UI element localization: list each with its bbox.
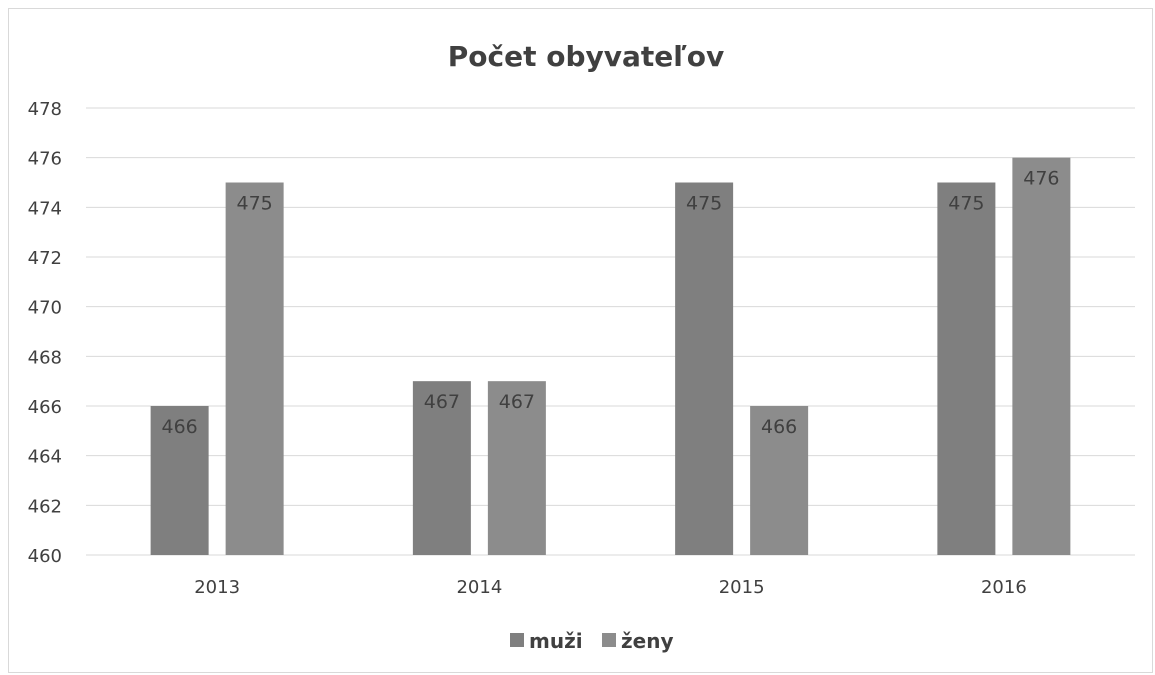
y-tick-label: 466: [28, 397, 62, 418]
legend-label: ženy: [621, 629, 673, 653]
y-tick-label: 470: [28, 298, 62, 319]
bar-muži-2015: [675, 182, 734, 555]
y-tick-label: 464: [28, 447, 62, 468]
data-label: 467: [499, 391, 535, 413]
bar-ženy-2015: [750, 406, 809, 555]
bars: [150, 157, 1071, 555]
x-tick-label: 2016: [981, 577, 1027, 598]
bar-ženy-2016: [1012, 157, 1071, 555]
x-tick-label: 2014: [456, 577, 502, 598]
legend: muži ženy: [510, 629, 673, 653]
x-tick-label: 2015: [719, 577, 765, 598]
data-label: 475: [948, 193, 984, 215]
data-label: 475: [686, 193, 722, 215]
y-tick-label: 460: [28, 546, 62, 567]
chart-title: Počet obyvateľov: [448, 40, 724, 73]
bar-ženy-2013: [225, 182, 284, 555]
data-label: 467: [424, 391, 460, 413]
legend-swatch-ženy: [602, 633, 616, 647]
y-tick-label: 462: [28, 496, 62, 517]
bar-muži-2016: [937, 182, 996, 555]
bar-ženy-2014: [487, 381, 546, 555]
y-axis-ticks: 460 462 464 466 468 470 472 474 476 478: [28, 99, 62, 567]
y-tick-label: 468: [28, 347, 62, 368]
data-labels: 466 475 467 467 475 466 475 476: [161, 168, 1059, 438]
data-label: 476: [1023, 168, 1059, 190]
data-label: 466: [761, 416, 797, 438]
y-tick-label: 478: [28, 99, 62, 120]
legend-label: muži: [529, 629, 583, 653]
x-axis-ticks: 2013 2014 2015 2016: [194, 577, 1027, 598]
data-label: 475: [236, 193, 272, 215]
data-label: 466: [161, 416, 197, 438]
bar-muži-2014: [412, 381, 471, 555]
legend-swatch-muži: [510, 633, 524, 647]
x-tick-label: 2013: [194, 577, 240, 598]
y-tick-label: 476: [28, 149, 62, 170]
y-tick-label: 474: [28, 198, 62, 219]
y-tick-label: 472: [28, 248, 62, 269]
bar-muži-2013: [150, 406, 209, 555]
